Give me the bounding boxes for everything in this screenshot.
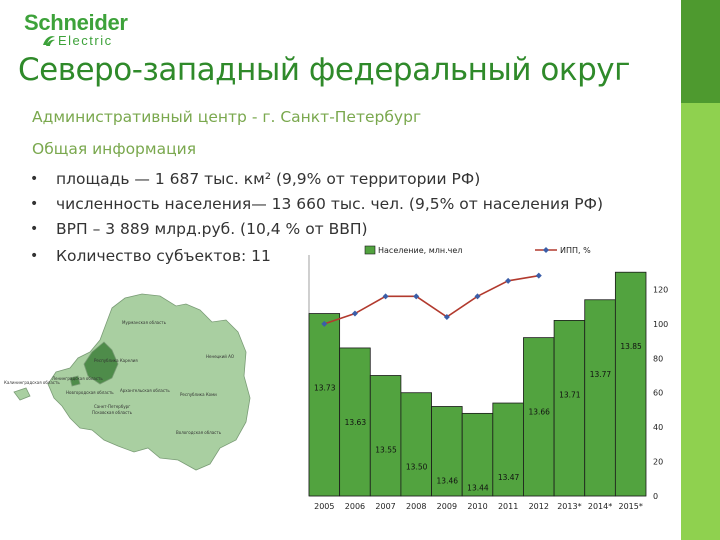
map-label: Ленинградская область: [52, 376, 103, 381]
ipp-point: [321, 320, 328, 327]
x-tick-label: 2006: [345, 502, 365, 511]
bullet-text: численность населения— 13 660 тыс. чел. …: [56, 195, 604, 213]
map-region-karelia: [83, 341, 119, 385]
bar: [400, 392, 432, 497]
bullet-marker: •: [30, 221, 39, 237]
y-right-tick-label: 40: [653, 423, 663, 432]
ipp-point: [535, 272, 542, 279]
admin-center-label: Административный центр: [32, 108, 247, 126]
bar-data-label: 13.55: [375, 446, 397, 455]
map-label: Архангельская область: [120, 388, 170, 393]
x-tick-label: 2012: [529, 502, 549, 511]
ipp-point: [443, 313, 450, 320]
bar-data-label: 13.73: [314, 384, 336, 393]
bullet-text: Количество субъектов: 11: [56, 247, 271, 265]
chart-bars: [308, 271, 647, 497]
x-tick-label: 2014*: [588, 502, 612, 511]
map-label: Мурманская область: [122, 320, 167, 325]
ipp-point: [382, 293, 389, 300]
bar-data-label: 13.63: [345, 418, 367, 427]
bar: [584, 299, 616, 497]
bar-data-label: 13.47: [498, 473, 520, 482]
bar-data-label: 13.77: [590, 370, 612, 379]
y-right-tick-label: 20: [653, 458, 663, 467]
legend-label-line: ИПП, %: [560, 246, 591, 255]
x-tick-label: 2015*: [619, 502, 643, 511]
bar: [492, 402, 524, 497]
bar-data-label: 13.71: [559, 390, 581, 399]
legend-label-bars: Население, млн.чел: [378, 246, 462, 255]
ipp-point: [474, 293, 481, 300]
bullet-text: ВРП – 3 889 млрд.руб. (10,4 % от ВВП): [56, 220, 368, 238]
y-right-tick-label: 60: [653, 389, 663, 398]
bullet-marker: •: [30, 171, 39, 187]
map-region-kaliningrad: [13, 387, 31, 401]
map-label: Республика Коми: [180, 392, 217, 397]
legend-marker-line: [543, 247, 549, 253]
map-region-mainland: [47, 293, 251, 471]
bar-data-label: 13.66: [528, 408, 550, 417]
accent-bar-top: [681, 0, 720, 103]
map-label: Новгородская область: [66, 390, 114, 395]
chart-bar-labels: 13.73 13.63 13.55 13.50 13.46 13.44 13.47 13.66…: [314, 342, 642, 492]
x-tick-label: 2007: [375, 502, 395, 511]
x-tick-label: 2005: [314, 502, 334, 511]
x-tick-label: 2008: [406, 502, 426, 511]
bar: [369, 375, 402, 497]
bar-data-label: 13.50: [406, 463, 428, 472]
y-right-tick-label: 80: [653, 354, 663, 363]
logo-sub: Electric: [58, 33, 113, 48]
map-label: Республика Карелия: [94, 358, 138, 363]
ipp-point: [505, 277, 512, 284]
region-map: Мурманская область Республика Карелия Ар…: [4, 293, 251, 471]
chart-line: [321, 272, 542, 327]
admin-center-line: Административный центр - г. Санкт-Петерб…: [32, 108, 421, 126]
map-label: Вологодская область: [176, 430, 222, 435]
bullet-marker: •: [30, 248, 39, 264]
ipp-line: [324, 274, 539, 325]
bullet-marker: •: [30, 196, 39, 212]
bar: [308, 313, 341, 497]
map-label: Ненецкий АО: [206, 354, 234, 359]
admin-center-value: г. Санкт-Петербург: [262, 108, 422, 126]
ipp-point: [351, 310, 358, 317]
x-tick-label: 2013*: [557, 502, 581, 511]
accent-bar-bottom: [681, 103, 720, 540]
map-label: Калининградская область: [4, 380, 60, 385]
map-label: Санкт-Петербург: [94, 404, 130, 409]
ipp-point: [413, 293, 420, 300]
schneider-logo: Schneider Electric: [24, 10, 154, 50]
general-info-heading: Общая информация: [32, 140, 197, 158]
x-tick-label: 2011: [498, 502, 518, 511]
legend-swatch-bars: [364, 245, 376, 255]
bar: [461, 412, 494, 497]
bar: [553, 320, 586, 497]
map-label: Псковская область: [92, 410, 133, 415]
logo-swirl-icon: [43, 36, 55, 46]
bar-data-label: 13.44: [467, 483, 489, 492]
bar: [614, 271, 647, 497]
bar: [523, 337, 555, 497]
x-tick-label: 2010: [467, 502, 487, 511]
bar-data-label: 13.46: [437, 476, 459, 485]
admin-center-sep: -: [246, 108, 263, 126]
x-tick-label: 2009: [437, 502, 457, 511]
bullet-text: площадь — 1 687 тыс. км² (9,9% от террит…: [56, 170, 481, 188]
bar-data-label: 13.85: [620, 342, 642, 351]
y-right-tick-label: 0: [653, 492, 658, 501]
slide-title: Северо-западный федеральный округ: [18, 52, 630, 88]
logo-name: Schneider: [24, 10, 128, 35]
chart-legend: Население, млн.чел ИПП, %: [364, 245, 591, 255]
map-region-spb: [69, 375, 81, 387]
y-right-tick-label: 100: [653, 320, 668, 329]
y-right-tick-label: 120: [653, 285, 668, 294]
